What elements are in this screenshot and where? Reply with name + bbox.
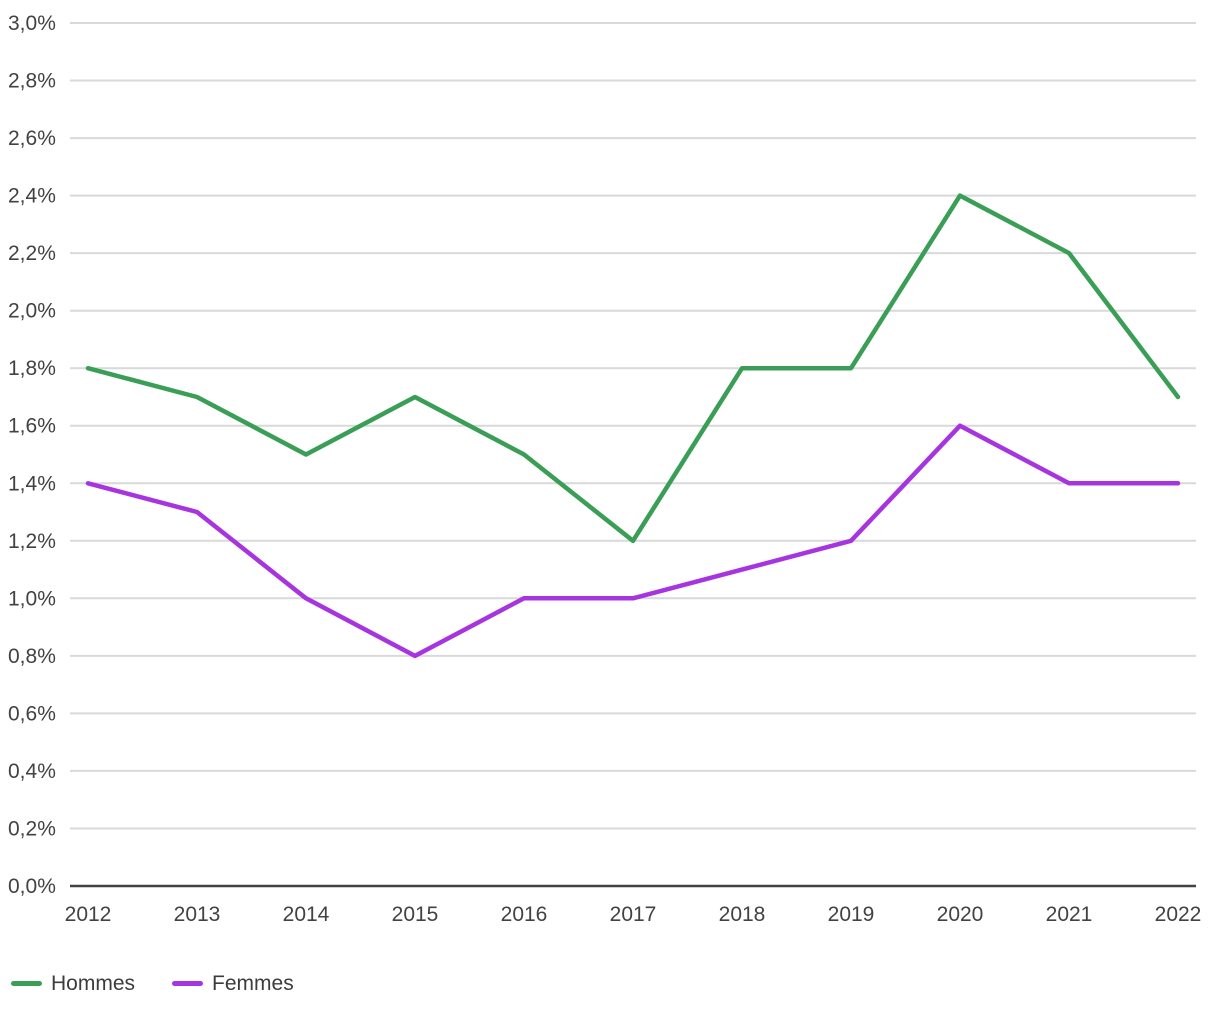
y-axis-tick-label: 2,8% (8, 70, 56, 93)
hommes-line-swatch-icon (11, 980, 42, 986)
y-axis-tick-label: 2,6% (8, 127, 56, 150)
x-axis-tick-label: 2013 (174, 903, 221, 926)
x-axis-tick-label: 2015 (392, 903, 439, 926)
y-axis-tick-label: 1,4% (8, 472, 56, 495)
y-axis-tick-label: 2,2% (8, 242, 56, 265)
x-axis-tick-label: 2012 (65, 903, 112, 926)
y-axis-tick-label: 3,0% (8, 12, 56, 35)
y-axis-tick-label: 0,4% (8, 760, 56, 783)
series-line-hommes[interactable] (85, 193, 1181, 544)
x-axis-tick-label: 2019 (828, 903, 875, 926)
y-axis-tick-label: 1,2% (8, 530, 56, 553)
x-axis-tick-label: 2020 (937, 903, 984, 926)
legend-item-hommes[interactable]: Hommes (11, 972, 135, 994)
x-axis-tick-label: 2016 (501, 903, 548, 926)
y-axis-tick-label: 2,4% (8, 185, 56, 208)
y-axis-tick-label: 0,6% (8, 702, 56, 725)
chart-legend: Hommes Femmes (11, 972, 294, 994)
y-axis-tick-label: 1,8% (8, 357, 56, 380)
x-axis-tick-label: 2022 (1155, 903, 1202, 926)
y-axis-tick-label: 1,6% (8, 415, 56, 438)
legend-label-femmes: Femmes (212, 972, 294, 995)
x-axis-tick-label: 2017 (610, 903, 657, 926)
y-axis-tick-label: 0,2% (8, 818, 56, 841)
y-axis-tick-label: 0,0% (8, 875, 56, 898)
y-axis-tick-label: 1,0% (8, 587, 56, 610)
y-axis-tick-label: 0,8% (8, 645, 56, 668)
y-axis-tick-label: 2,0% (8, 300, 56, 323)
x-axis-tick-label: 2018 (719, 903, 766, 926)
femmes-line-swatch-icon (172, 980, 204, 986)
series-line-femmes[interactable] (85, 423, 1181, 659)
legend-item-femmes[interactable]: Femmes (172, 972, 294, 994)
x-axis-tick-label: 2014 (283, 903, 330, 926)
legend-label-hommes: Hommes (51, 972, 136, 995)
x-axis-tick-label: 2021 (1046, 903, 1093, 926)
